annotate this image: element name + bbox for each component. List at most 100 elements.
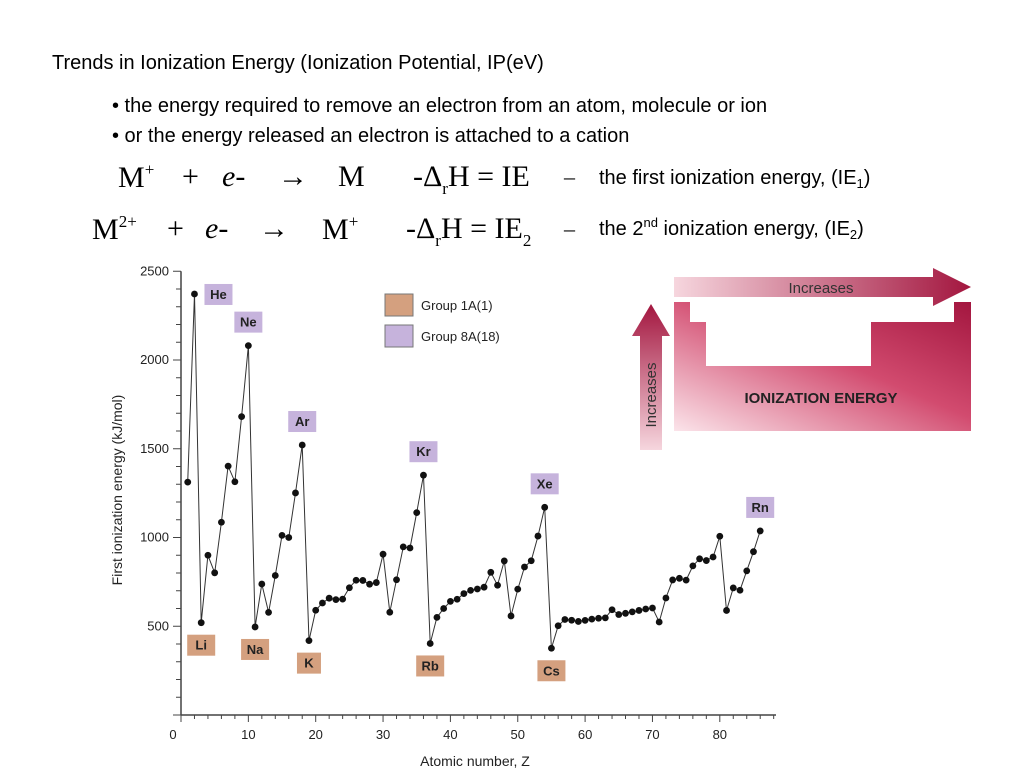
note-second-ionization: the 2nd ionization energy, (IE2) [599, 215, 864, 242]
alkali-li-label: Li [195, 638, 207, 653]
data-point [500, 557, 508, 565]
data-point [662, 594, 670, 602]
data-point [325, 594, 333, 602]
data-point [615, 611, 623, 618]
alkali-na-box [241, 638, 270, 660]
data-point [574, 618, 582, 625]
data-point [689, 562, 697, 570]
legend-swatch [384, 293, 414, 317]
data-point [211, 569, 219, 577]
data-point [366, 580, 373, 588]
eq2-plus: + [167, 212, 184, 245]
eq2-electron: e- [205, 212, 229, 245]
bullet-energy-required: • the energy required to remove an elect… [112, 95, 768, 117]
data-point [379, 550, 387, 558]
chart-legend: Group 1A(1) Group 8A(18) [384, 293, 500, 348]
data-point [352, 576, 360, 584]
data-point [197, 619, 205, 627]
data-point [649, 604, 656, 612]
data-point [258, 580, 266, 588]
data-point [541, 503, 549, 511]
eq2-tail: – [564, 216, 575, 241]
data-point [244, 342, 252, 350]
data-point [601, 614, 609, 622]
alkali-k-box [296, 652, 321, 674]
data-point [238, 413, 246, 421]
series-line [187, 293, 761, 649]
legend-label: Group 1A(1) [421, 298, 493, 313]
chart-series [184, 290, 764, 652]
noble-gas-ar-box [288, 411, 317, 433]
x-tick-label: 40 [443, 727, 457, 742]
data-point [702, 557, 710, 564]
data-point [467, 586, 475, 594]
data-point [561, 616, 569, 623]
data-point [628, 608, 636, 616]
data-point [675, 574, 683, 582]
data-point [595, 614, 602, 622]
data-point [359, 577, 367, 584]
noble-gas-xe-box [530, 473, 559, 495]
x-axis-label: Atomic number, Z [420, 753, 530, 768]
alkali-rb-box [416, 655, 445, 677]
x-tick-label: 20 [308, 727, 322, 742]
data-point [191, 290, 198, 298]
data-point [750, 548, 757, 556]
data-point [494, 581, 501, 589]
data-point [251, 623, 259, 631]
x-tick-label: 0 [169, 727, 176, 742]
eq1-plus: + [182, 160, 199, 193]
alkali-li-box [187, 634, 216, 656]
note-first-ionization: the first ionization energy, (IE1) [599, 167, 871, 191]
data-point [426, 640, 434, 647]
bullet-energy-released: • or the energy released an electron is … [112, 125, 630, 147]
alkali-na-label: Na [247, 642, 264, 657]
eq2-lhs: M2+ [92, 212, 137, 246]
side-arrow-label: Increases [643, 362, 660, 427]
top-arrow-label: Increases [788, 280, 853, 297]
slide-title: Trends in Ionization Energy (Ionization … [52, 52, 544, 74]
data-point [453, 595, 461, 603]
top-increases-arrow [674, 268, 971, 306]
data-point [460, 590, 468, 597]
alkali-cs-label: Cs [543, 663, 560, 678]
noble-gas-rn-box [746, 496, 775, 518]
data-point [723, 607, 730, 614]
y-tick-label: 2500 [140, 263, 169, 278]
y-tick-label: 1000 [140, 530, 169, 545]
data-point [413, 509, 421, 517]
eq2-enthalpy: -ΔrH = IE2 [406, 212, 532, 250]
data-point [305, 637, 313, 645]
data-point [319, 599, 326, 607]
data-point [743, 567, 751, 575]
eq1-tail: – [564, 164, 575, 189]
data-point [184, 478, 192, 486]
x-tick-label: 30 [376, 727, 390, 742]
data-point [231, 478, 239, 486]
x-tick-label: 70 [645, 727, 659, 742]
x-tick-label: 80 [713, 727, 727, 742]
data-point [204, 551, 212, 559]
eq2-rhs: M+ [322, 212, 359, 246]
data-point [433, 613, 441, 621]
noble-gas-ne-box [234, 311, 263, 333]
legend-label: Group 8A(18) [421, 329, 500, 344]
data-point [514, 585, 522, 593]
data-point [447, 598, 454, 605]
data-point [756, 527, 764, 535]
data-point [480, 583, 488, 591]
data-point [635, 607, 643, 614]
data-point [345, 584, 353, 592]
data-point [372, 579, 380, 586]
eq1-electron: e- [222, 160, 246, 193]
data-point [548, 644, 555, 652]
data-point [622, 609, 629, 617]
data-point [473, 585, 481, 593]
data-point [527, 557, 535, 565]
chart-axes: 500 1000 1500 2000 2500 0 10 20 30 40 50 60 70 80 [140, 263, 776, 742]
data-point [271, 572, 279, 579]
data-point [440, 605, 448, 612]
data-point [709, 553, 717, 561]
